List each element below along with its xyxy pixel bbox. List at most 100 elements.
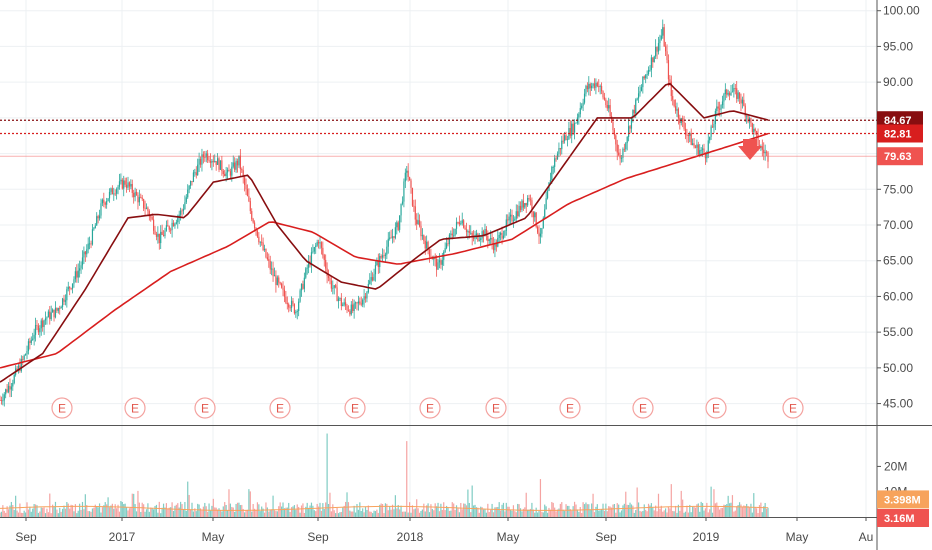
- volume-bar: [93, 507, 95, 517]
- candle-body: [252, 219, 254, 223]
- candle-body: [763, 149, 765, 154]
- volume-bar: [643, 504, 645, 517]
- candle-body: [330, 280, 332, 289]
- earnings-marker: [194, 397, 216, 419]
- volume-bar: [144, 511, 146, 517]
- volume-bar: [748, 507, 751, 517]
- candle-body: [13, 374, 15, 384]
- candle-body: [87, 243, 89, 250]
- candle-body: [417, 220, 419, 225]
- volume-bar: [416, 499, 418, 517]
- candle-body: [212, 160, 214, 162]
- volume-bar: [346, 492, 348, 517]
- volume-bar: [194, 508, 196, 517]
- volume-bar: [160, 513, 162, 517]
- candle-body: [279, 282, 281, 284]
- candle-body: [71, 283, 74, 289]
- candle-body: [714, 110, 716, 125]
- candle-body: [508, 216, 510, 221]
- volume-bar: [605, 503, 607, 517]
- volume-bar: [566, 505, 569, 517]
- volume-bar: [376, 509, 378, 517]
- candle-body: [507, 219, 509, 221]
- candle-body: [325, 259, 327, 269]
- volume-bar: [77, 510, 79, 517]
- candle-body: [32, 338, 34, 340]
- volume-bar: [312, 505, 314, 517]
- candle-body: [416, 219, 418, 225]
- candle-body: [290, 300, 293, 308]
- time-tick-label: May: [497, 530, 520, 544]
- candle-body: [123, 180, 125, 189]
- volume-bar: [100, 512, 102, 517]
- volume-bar: [723, 504, 725, 517]
- volume-bar: [475, 507, 478, 517]
- volume-bar: [98, 503, 101, 517]
- candle-body: [219, 160, 222, 170]
- volume-bar: [359, 502, 361, 517]
- candle-body: [475, 233, 478, 236]
- candle-body: [26, 351, 28, 355]
- volume-bar: [268, 511, 270, 517]
- volume-bar: [471, 485, 473, 517]
- candle-body: [669, 79, 671, 82]
- candle-body: [535, 212, 537, 227]
- candle-body: [738, 92, 741, 99]
- volume-bar: [278, 506, 280, 517]
- candle-body: [707, 140, 709, 154]
- volume-bar: [704, 508, 707, 517]
- candle-body: [480, 238, 482, 240]
- volume-bar: [632, 505, 634, 517]
- volume-bar: [198, 504, 200, 517]
- candle-body: [57, 308, 59, 311]
- volume-bar: [357, 509, 359, 517]
- volume-bar: [276, 511, 278, 517]
- volume-bar: [73, 511, 75, 517]
- candle-body: [380, 256, 382, 258]
- volume-bar: [63, 505, 65, 517]
- candle-body: [333, 285, 335, 288]
- candle-body: [33, 334, 35, 339]
- volume-bar: [175, 504, 177, 517]
- volume-bar: [606, 511, 608, 517]
- volume-bar: [699, 511, 701, 517]
- candle-body: [343, 302, 345, 305]
- volume-bar: [97, 507, 99, 517]
- volume-moving-average: [0, 505, 769, 511]
- volume-bar: [238, 502, 240, 517]
- volume-bar: [201, 510, 203, 517]
- candle-body: [684, 128, 687, 135]
- volume-bar: [224, 502, 226, 517]
- candle-body: [618, 152, 620, 156]
- candle-body: [461, 220, 463, 224]
- volume-bar: [397, 504, 399, 517]
- candle-body: [635, 99, 637, 114]
- candle-body: [345, 302, 347, 306]
- volume-bar: [492, 512, 495, 517]
- price-tick-label: 100.00: [883, 4, 920, 18]
- volume-bar: [480, 506, 482, 517]
- candle-body: [696, 144, 698, 148]
- candle-body: [70, 288, 72, 290]
- candle-body: [512, 220, 515, 222]
- volume-bar: [61, 508, 64, 517]
- volume-bar: [246, 509, 249, 517]
- volume-bar: [329, 492, 331, 517]
- candle-body: [209, 160, 212, 163]
- candle-body: [689, 133, 691, 136]
- volume-bar: [364, 506, 367, 517]
- candle-body: [0, 400, 3, 401]
- candle-body: [107, 198, 109, 202]
- volume-bar: [244, 512, 246, 517]
- candle-body: [453, 235, 455, 237]
- volume-bar: [54, 501, 57, 517]
- volume-bar: [407, 512, 409, 517]
- candle-body: [498, 234, 500, 238]
- candle-body: [750, 118, 752, 124]
- candle-body: [663, 27, 665, 47]
- candle-body: [521, 200, 523, 210]
- volume-bar: [609, 506, 611, 517]
- volume-bar: [302, 503, 304, 517]
